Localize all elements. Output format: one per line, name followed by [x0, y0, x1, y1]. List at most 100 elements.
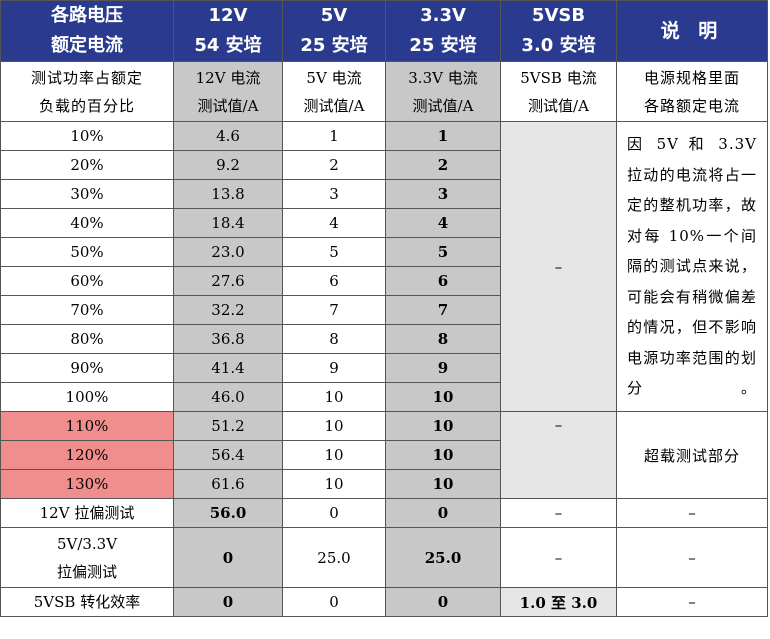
row-12v-current: 4.6 — [173, 121, 283, 151]
row-5v-current: 10 — [282, 469, 386, 499]
row-5v-current: 10 — [282, 382, 386, 412]
special-row-label: 12V 拉偏测试 — [0, 498, 174, 528]
table-row: 5V/3.3V 拉偏测试 0 25.0 25.0– – — [0, 527, 768, 588]
row-5v-current: 5 — [282, 237, 386, 267]
table-row: 5VSB 转化效率 0 0 0 1.0 至 3.0– — [0, 587, 768, 617]
special-row-5vsb: 1.0 至 3.0 — [500, 587, 617, 617]
row-percentage: 80% — [0, 324, 174, 354]
header-rated-current: 各路电压 额定电流 — [0, 0, 174, 62]
row-5v-current: 9 — [282, 353, 386, 383]
table-row: 100% 46.0 10 10 — [0, 382, 768, 412]
row-percentage: 40% — [0, 208, 174, 238]
vsb-overload-cell: – — [500, 411, 617, 499]
row-percentage: 120% — [0, 440, 174, 470]
special-row-12v: 0 — [173, 527, 283, 588]
header-12v: 12V 54 安培 — [173, 0, 283, 62]
row-12v-current: 51.2 — [173, 411, 283, 441]
row-3v3-current: 9 — [385, 353, 501, 383]
special-row-12v: 56.0 — [173, 498, 283, 528]
row-3v3-current: 10 — [385, 469, 501, 499]
row-5v-current: 3 — [282, 179, 386, 209]
special-row-label-line: 拉偏测试 — [56, 562, 117, 581]
special-row-description: – — [616, 587, 768, 617]
row-percentage: 20% — [0, 150, 174, 180]
row-3v3-current: 8 — [385, 324, 501, 354]
special-row-description: – — [616, 498, 768, 528]
special-row-5v: 0 — [282, 587, 386, 617]
special-row-3v3: 25.0 — [385, 527, 501, 588]
subheader-percentage: 测试功率占额定 负载的百分比 — [0, 61, 174, 122]
header-5v: 5V 25 安培 — [282, 0, 386, 62]
row-percentage: 10% — [0, 121, 174, 151]
special-row-5vsb: – — [500, 527, 617, 588]
row-5v-current: 10 — [282, 440, 386, 470]
subheader-5v: 5V 电流 测试值/A — [282, 61, 386, 122]
description-overload: 超载测试部分 — [616, 411, 768, 499]
special-row-5v: 25.0 — [282, 527, 386, 588]
special-row-label-line: 5V/3.3V — [56, 534, 118, 553]
table-row: 10% 4.6 1 1– 因 5V 和 3.3V 拉动的电流将占一定的整机功率，故对每 … — [0, 121, 768, 412]
row-12v-current: 61.6 — [173, 469, 283, 499]
special-row-5v: 0 — [282, 498, 386, 528]
subheader-3v3: 3.3V 电流 测试值/A — [385, 61, 501, 122]
header-5vsb: 5VSB 3.0 安培 — [500, 0, 617, 62]
row-12v-current: 9.2 — [173, 150, 283, 180]
row-12v-current: 27.6 — [173, 266, 283, 296]
row-3v3-current: 7 — [385, 295, 501, 325]
row-3v3-current: 5 — [385, 237, 501, 267]
special-row-3v3: 0 — [385, 498, 501, 528]
row-percentage: 50% — [0, 237, 174, 267]
row-3v3-current: 3 — [385, 179, 501, 209]
table-row: 20% 9.2 2 2 — [0, 150, 768, 180]
row-5v-current: 1 — [282, 121, 386, 151]
special-row-label: 5VSB 转化效率 — [0, 587, 174, 617]
row-3v3-current: 10 — [385, 440, 501, 470]
row-12v-current: 41.4 — [173, 353, 283, 383]
table-row: 120% 56.4 10 10 — [0, 440, 768, 470]
subheader-12v: 12V 电流 测试值/A — [173, 61, 283, 122]
vsb-normal-cell: – — [500, 121, 617, 412]
header-description: 说 明 — [616, 0, 768, 62]
header-3v3: 3.3V 25 安培 — [385, 0, 501, 62]
subheader-row: 测试功率占额定 负载的百分比 12V 电流 测试值/A 5V 电流 测试值/A 3.3… — [0, 61, 768, 122]
description-normal: 因 5V 和 3.3V 拉动的电流将占一定的整机功率，故对每 10%一个间隔的测… — [616, 121, 768, 412]
row-3v3-current: 10 — [385, 411, 501, 441]
row-5v-current: 10 — [282, 411, 386, 441]
row-percentage: 60% — [0, 266, 174, 296]
row-5v-current: 7 — [282, 295, 386, 325]
row-5v-current: 2 — [282, 150, 386, 180]
row-12v-current: 18.4 — [173, 208, 283, 238]
row-12v-current: 13.8 — [173, 179, 283, 209]
row-5v-current: 6 — [282, 266, 386, 296]
row-percentage: 30% — [0, 179, 174, 209]
table-row: 12V 拉偏测试 56.0 0 0– – — [0, 498, 768, 528]
special-row-12v: 0 — [173, 587, 283, 617]
row-3v3-current: 10 — [385, 382, 501, 412]
row-12v-current: 46.0 — [173, 382, 283, 412]
table-row: 130% 61.6 10 10 — [0, 469, 768, 499]
table-row: 30% 13.8 3 3 — [0, 179, 768, 209]
row-3v3-current: 1 — [385, 121, 501, 151]
row-percentage: 130% — [0, 469, 174, 499]
row-3v3-current: 4 — [385, 208, 501, 238]
header-row: 各路电压 额定电流 12V 54 安培 5V 25 安培 3.3V 25 安培 5VSB… — [0, 0, 768, 62]
row-12v-current: 36.8 — [173, 324, 283, 354]
row-percentage: 110% — [0, 411, 174, 441]
row-5v-current: 4 — [282, 208, 386, 238]
row-3v3-current: 6 — [385, 266, 501, 296]
table-row: 50% 23.0 5 5 — [0, 237, 768, 267]
table-row: 110% 51.2 10 10– 超载测试部分 — [0, 411, 768, 499]
row-percentage: 100% — [0, 382, 174, 412]
special-row-5vsb: – — [500, 498, 617, 528]
row-12v-current: 23.0 — [173, 237, 283, 267]
psu-test-table: 各路电压 额定电流 12V 54 安培 5V 25 安培 3.3V 25 安培 5VSB… — [0, 0, 768, 617]
special-row-3v3: 0 — [385, 587, 501, 617]
table-row: 40% 18.4 4 4 — [0, 208, 768, 238]
special-row-label: 5V/3.3V 拉偏测试 — [0, 527, 174, 588]
table-row: 70% 32.2 7 7 — [0, 295, 768, 325]
row-percentage: 70% — [0, 295, 174, 325]
special-row-description: – — [616, 527, 768, 588]
row-12v-current: 32.2 — [173, 295, 283, 325]
subheader-5vsb: 5VSB 电流 测试值/A — [500, 61, 617, 122]
row-12v-current: 56.4 — [173, 440, 283, 470]
